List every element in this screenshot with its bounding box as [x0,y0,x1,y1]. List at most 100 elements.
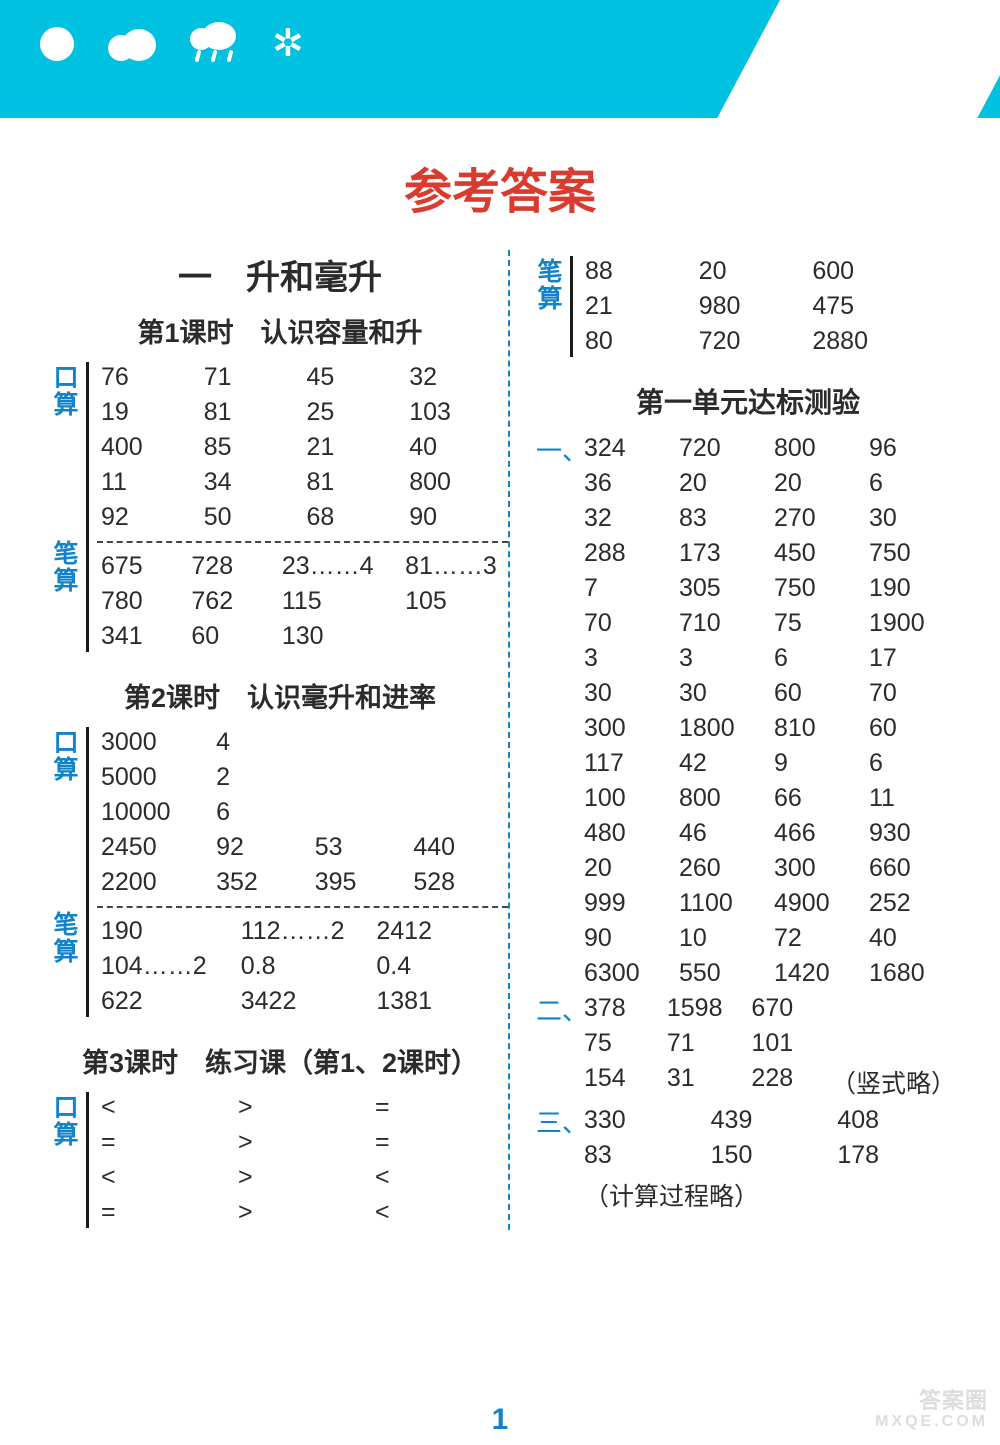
cell: 750 [770,571,865,606]
cell: 31 [663,1061,748,1103]
cell: 800 [675,781,770,816]
cell: 81 [200,395,303,430]
cell: 300 [770,851,865,886]
cell: 75 [580,1026,663,1061]
cell: 3 [675,641,770,676]
cell: 101 [747,1026,827,1061]
cell: 19 [97,395,200,430]
cell: 60 [865,711,960,746]
cell: > [234,1090,371,1125]
section3-label: 三、 [536,1103,580,1217]
right-top-block: 笔算 882060021980475807202880 [536,254,960,359]
cell: 3422 [237,984,373,1019]
cell: = [97,1195,234,1230]
page-title: 参考答案 [0,152,1000,222]
cell: 154 [580,1061,663,1103]
cell: 83 [675,501,770,536]
cell: < [97,1160,234,1195]
cell: 40 [405,430,508,465]
cell: 20 [675,466,770,501]
cell: 32 [405,360,508,395]
cell: 50 [200,500,303,535]
cell: 720 [695,324,809,359]
cell: 20 [695,254,809,289]
cell: 2450 [97,830,212,865]
bisuan-label: 笔算 [52,536,82,594]
cell: 6 [212,795,311,830]
cell: 475 [808,289,960,324]
cell: 23……4 [278,549,401,584]
header-banner: ✲ [0,0,1000,118]
cell: 1800 [675,711,770,746]
cell: 71 [663,1026,748,1061]
cell: 1900 [865,606,960,641]
bisuan-label: 笔算 [52,907,82,965]
cell: 341 [97,619,187,654]
cell: 352 [212,865,311,900]
cell: 0.4 [372,949,508,984]
cell: 1680 [865,956,960,991]
block-bar [570,256,573,357]
cell: = [371,1125,508,1160]
cell: 720 [675,431,770,466]
section2-label: 二、 [536,991,580,1103]
lesson2-block: 口算 笔算 3000450002100006245092534402200352… [52,725,508,1019]
cell [827,991,960,1026]
section3-note: （计算过程略） [580,1173,960,1217]
cell: 68 [303,500,406,535]
cell: 173 [675,536,770,571]
cell: 2880 [808,324,960,359]
cell: 85 [200,430,303,465]
cell: 660 [865,851,960,886]
right-column: 笔算 882060021980475807202880 第一单元达标测验 一、 … [508,250,960,1230]
cell: 408 [833,1103,960,1138]
cell: 2200 [97,865,212,900]
cell: 324 [580,431,675,466]
cell: 81 [303,465,406,500]
cell: 100 [580,781,675,816]
cell: 670 [747,991,827,1026]
block-bar [86,727,89,1017]
snow-icon: ✲ [272,25,304,63]
cell: 10000 [97,795,212,830]
rain-icon [190,22,238,66]
cell: 81……3 [401,549,508,584]
cell [409,795,508,830]
cell: 450 [770,536,865,571]
cell: = [371,1090,508,1125]
cell: 780 [97,584,187,619]
cell: 70 [580,606,675,641]
cell: 0.8 [237,949,373,984]
cell: 1381 [372,984,508,1019]
cell: 32 [580,501,675,536]
right-top-grid: 882060021980475807202880 [581,254,960,359]
cell: 150 [707,1138,834,1173]
section3-grid: 33043940883150178 [580,1103,960,1173]
cell: 528 [409,865,508,900]
cell [409,725,508,760]
block-bar [86,1092,89,1228]
cell: 980 [695,289,809,324]
cell: 104……2 [97,949,237,984]
cell: 90 [405,500,508,535]
cloud-icon [108,29,156,59]
cell: = [97,1125,234,1160]
cell: 260 [675,851,770,886]
cell: 103 [405,395,508,430]
unit-title: 一 升和毫升 [52,250,508,299]
cell: 3000 [97,725,212,760]
cell: 439 [707,1103,834,1138]
cell: < [371,1160,508,1195]
cell: 42 [675,746,770,781]
bisuan-label: 笔算 [536,254,566,359]
cell: 36 [580,466,675,501]
cell: 2412 [372,914,508,949]
cell: 30 [675,676,770,711]
dash-divider [97,906,508,908]
cell: 228 [747,1061,827,1103]
cell: 440 [409,830,508,865]
cell [409,760,508,795]
left-column: 一 升和毫升 第1课时 认识容量和升 口算 笔算 767145321981251… [52,250,508,1230]
cell: 7 [580,571,675,606]
watermark-line2: MXQE.COM [875,1413,988,1431]
